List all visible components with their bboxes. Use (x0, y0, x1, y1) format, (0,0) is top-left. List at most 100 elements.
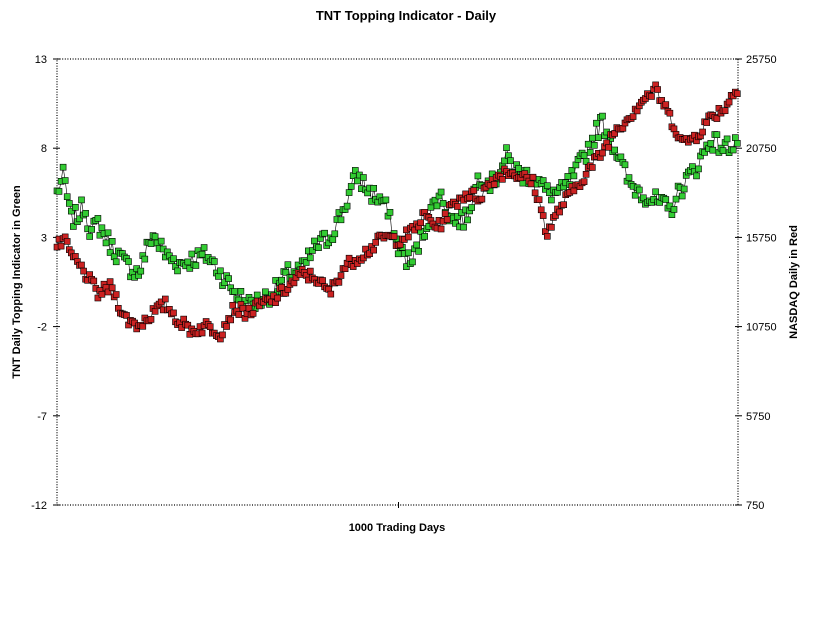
series-1-marker (345, 254, 353, 262)
series-0-marker (413, 241, 420, 249)
series-1-marker (556, 208, 563, 216)
series-0-marker (302, 259, 310, 266)
series-0-marker (729, 146, 737, 154)
series-0-marker (331, 230, 339, 238)
series-1-marker (531, 189, 539, 197)
series-0-marker (174, 267, 181, 275)
series-0-marker (262, 288, 269, 296)
series-1-marker (229, 301, 236, 309)
series-0-marker (599, 112, 606, 120)
series-0-marker (433, 202, 441, 210)
series-0-marker (98, 224, 106, 232)
series-0-marker (104, 229, 112, 237)
series-1-marker (466, 194, 474, 201)
right-tick-label: 25750 (746, 54, 777, 66)
right-tick-label: 15750 (746, 232, 777, 244)
series-0-marker (157, 237, 165, 245)
series-0-marker (315, 244, 322, 251)
series-1-marker (417, 219, 425, 226)
series-0-marker (631, 191, 639, 199)
series-0-marker (215, 273, 222, 280)
series-0-marker (137, 267, 145, 275)
series-1-marker (219, 331, 226, 339)
series-1-marker (290, 279, 298, 287)
series-0-marker (88, 226, 95, 233)
y-axis-title-right: NASDAQ Daily in Red (788, 225, 800, 339)
series-1-marker (570, 187, 578, 195)
series-1-marker (112, 291, 120, 298)
series-0-marker (595, 134, 602, 141)
series-0-marker (474, 172, 482, 180)
series-1-marker (699, 128, 706, 136)
series-1-marker (405, 233, 412, 241)
series-1-marker (319, 277, 326, 284)
chart-title: TNT Topping Indicator - Daily (316, 8, 497, 23)
series-1-marker (666, 109, 674, 117)
series-0-marker (503, 144, 510, 151)
series-1-marker (654, 86, 661, 93)
series-1-marker (123, 312, 130, 319)
series-0-marker (386, 209, 394, 216)
series-0-marker (108, 238, 116, 245)
series-0-marker (564, 173, 572, 180)
series-0-marker (709, 146, 717, 154)
series-0-marker (405, 249, 412, 257)
series-0-marker (231, 288, 238, 295)
series-0-marker (351, 167, 359, 174)
y-axis-title-left: TNT Daily Topping Indicator in Green (11, 185, 23, 379)
left-tick-label: -2 (37, 322, 47, 334)
series-1-marker (582, 171, 590, 178)
series-0-marker (580, 152, 588, 159)
series-1-marker (733, 90, 741, 97)
series-0-marker (590, 142, 598, 149)
series-0-marker (370, 185, 378, 192)
series-0-marker (588, 134, 596, 142)
series-1-marker (539, 212, 547, 219)
plot-frame (56, 58, 739, 506)
series-0-marker (282, 268, 290, 276)
series-1-marker (454, 203, 461, 210)
series-0-marker (572, 161, 580, 169)
series-0-marker (211, 258, 218, 265)
left-axis: 13 8 3 -2 -7 -12 (31, 54, 399, 512)
series-1-marker (437, 225, 445, 233)
series-0-marker (695, 165, 702, 173)
series-0-marker (66, 200, 73, 207)
series-1-marker (372, 239, 380, 246)
series-0-marker (515, 165, 523, 172)
series-0-marker (198, 250, 206, 258)
series-1-marker (206, 323, 214, 331)
series-0-marker (415, 248, 422, 255)
series-0-marker (347, 183, 355, 190)
series-0-marker (570, 172, 578, 180)
series-0-marker (321, 229, 328, 237)
series-1-marker (170, 309, 177, 317)
series-1-marker (662, 101, 670, 108)
series-1-marker (239, 304, 247, 312)
series-1-marker (198, 329, 206, 337)
series-1-marker (478, 195, 486, 203)
series-1-marker (327, 290, 335, 298)
series-1-marker (106, 278, 114, 285)
series-0-marker (125, 258, 132, 265)
left-tick-label: 13 (35, 54, 47, 66)
series-0-marker (94, 215, 102, 222)
series-1-marker (370, 246, 378, 254)
series-1-marker (108, 284, 116, 292)
series-0-marker (78, 196, 85, 204)
right-axis: 25750 20750 15750 10750 5750 750 (735, 54, 777, 512)
series-1-marker (588, 164, 596, 171)
series-0-marker (548, 196, 555, 204)
series-0-marker (141, 255, 149, 263)
series-1-marker (245, 304, 253, 312)
series-0-marker (652, 188, 659, 196)
series-0-marker (106, 249, 114, 256)
series-1-marker (390, 233, 398, 240)
series-0-marker (382, 196, 390, 204)
series-0-marker (237, 287, 245, 295)
series-1-marker (147, 316, 155, 323)
series-0-marker (221, 279, 228, 287)
series-1-marker (543, 233, 551, 240)
series-1-marker (104, 288, 112, 296)
